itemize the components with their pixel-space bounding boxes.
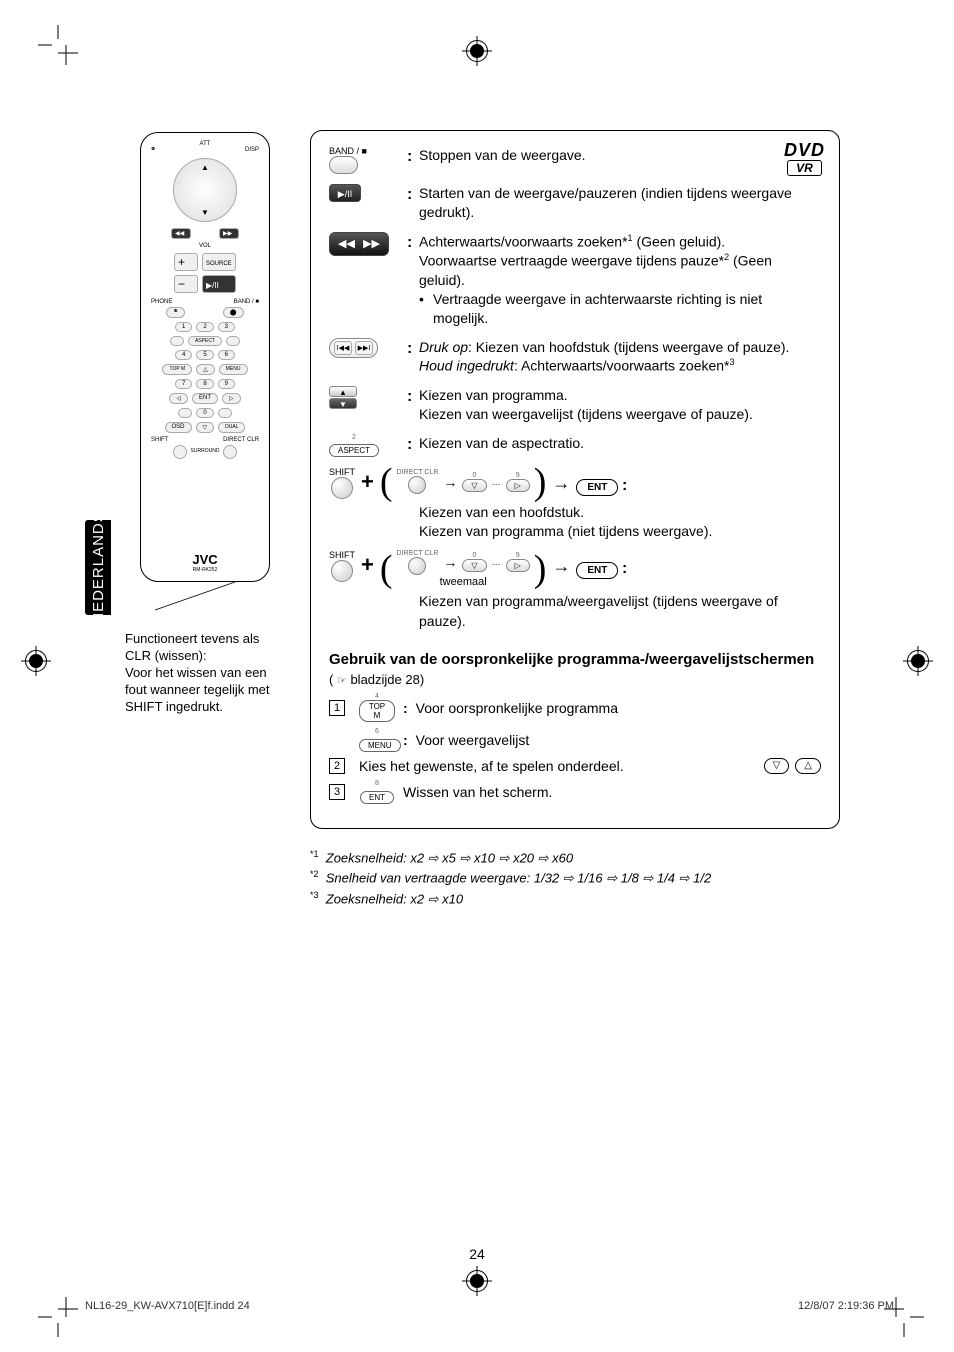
program-text: Kiezen van programma. Kiezen van weergav…: [419, 386, 821, 424]
menu-button-icon: MENU: [359, 739, 401, 752]
registration-mark-left: [25, 650, 47, 672]
search-text: Achterwaarts/voorwaarts zoeken*1 (Geen g…: [419, 232, 821, 328]
registration-mark-right: [907, 650, 929, 672]
fn2-seq: 1/32 ⇨ 1/16 ⇨ 1/8 ⇨ 1/4 ⇨ 1/2: [534, 871, 711, 886]
rew-ff-icon: ◀◀▶▶: [329, 232, 389, 256]
row-stop: BAND / ■ : Stoppen van de weergave.: [329, 146, 821, 174]
step-number-2: 2: [329, 758, 345, 774]
print-footer: NL16-29_KW-AVX710[E]f.indd 24 12/8/07 2:…: [85, 1300, 894, 1312]
row-shift-2: SHIFT + ( DIRECT CLR → 0▽ … 9▷ twe: [329, 550, 821, 631]
registration-mark-top: [466, 40, 488, 62]
remote-dpad: ▲ ▼: [173, 158, 237, 222]
play-text: Starten van de weergave/pauzeren (indien…: [419, 184, 821, 222]
registration-mark-bottom: [466, 1270, 488, 1292]
stop-text: Stoppen van de weergave.: [419, 146, 821, 165]
footnote-1: *1 Zoeksnelheid: x2 ⇨ x5 ⇨ x10 ⇨ x20 ⇨ x…: [310, 849, 840, 866]
remote-note: Functioneert tevens als CLR (wissen): Vo…: [125, 631, 285, 715]
crop-mark-bl: [38, 1297, 78, 1337]
stop-button-icon: [329, 156, 358, 174]
step2-text: Kies het gewenste, af te spelen onderdee…: [359, 758, 624, 774]
chapter-select-text: Druk op: Kiezen van hoofdstuk (tijdens w…: [419, 338, 821, 376]
row-program: ▲ ▼ : Kiezen van programma. Kiezen van w…: [329, 386, 821, 424]
aspect-button-icon: ASPECT: [329, 444, 379, 457]
callout-line: [125, 582, 265, 622]
band-stop-label: BAND / ■: [329, 146, 367, 156]
remote-illustration: ATT 🕾DISP ▲ ▼ ◀◀▶▶ VOL +SOURCE −▶/II PHO…: [140, 132, 270, 582]
row-search: ◀◀▶▶ : Achterwaarts/voorwaarts zoeken*1 …: [329, 232, 821, 328]
row-shift-1: SHIFT + ( DIRECT CLR → 0▽ … 9▷: [329, 467, 821, 542]
step3-text: Wissen van het scherm.: [403, 784, 552, 800]
footnote-3: *3 Zoeksnelheid: x2 ⇨ x10: [310, 890, 840, 907]
footnote-2: *2 Snelheid van vertraagde weergave: 1/3…: [310, 869, 840, 886]
step-1b: 6MENU : Voor weergavelijst: [329, 728, 821, 752]
nav-down-icon: ▽: [764, 758, 790, 774]
topm-button-icon: TOP M: [359, 700, 395, 722]
shift-button-icon: [331, 477, 353, 499]
nav-up-icon: △: [795, 758, 821, 774]
page-number: 24: [469, 1246, 485, 1262]
ent-button-icon-3: ENT: [360, 791, 394, 804]
step1a-text: Voor oorspronkelijke programma: [416, 700, 618, 716]
jvc-logo: JVC: [192, 552, 217, 567]
row-aspect: 2 ASPECT : Kiezen van de aspectratio.: [329, 434, 821, 457]
step-2: 2 Kies het gewenste, af te spelen onderd…: [329, 758, 821, 774]
crop-mark-tl: [38, 25, 78, 65]
step-3: 3 8ENT Wissen van het scherm.: [329, 780, 821, 804]
footnotes: *1 Zoeksnelheid: x2 ⇨ x5 ⇨ x10 ⇨ x20 ⇨ x…: [310, 849, 840, 907]
shift-button-icon-2: [331, 560, 353, 582]
ent-button-icon-2: ENT: [576, 562, 618, 579]
page-reference: ( ☞ bladzijde 28): [329, 672, 821, 687]
fn3-seq: x2 ⇨ x10: [410, 891, 463, 906]
prev-next-combo-icon: I◀◀▶▶I: [329, 338, 378, 358]
main-content: DVD VR BAND / ■ : Stoppen van de weergav…: [310, 130, 840, 910]
remote-column: ATT 🕾DISP ▲ ▼ ◀◀▶▶ VOL +SOURCE −▶/II PHO…: [125, 132, 285, 715]
section-heading: Gebruik van de oorspronkelijke programma…: [329, 651, 821, 668]
step1b-text: Voor weergavelijst: [416, 732, 530, 748]
up-down-stack-icon: ▲ ▼: [329, 386, 357, 409]
controls-frame: DVD VR BAND / ■ : Stoppen van de weergav…: [310, 130, 840, 829]
aspect-text: Kiezen van de aspectratio.: [419, 434, 821, 453]
row-play: ▶/II : Starten van de weergave/pauzeren …: [329, 184, 821, 222]
step-number-3: 3: [329, 784, 345, 800]
language-tab: NEDERLANDS: [85, 520, 111, 615]
dvd-badge: DVD VR: [784, 141, 825, 176]
row-chapter-select: I◀◀▶▶I : Druk op: Kiezen van hoofdstuk (…: [329, 338, 821, 376]
step-number-1: 1: [329, 700, 345, 716]
play-pause-icon: ▶/II: [329, 184, 361, 202]
fn1-seq: x2 ⇨ x5 ⇨ x10 ⇨ x20 ⇨ x60: [410, 850, 573, 865]
step-1a: 1 4TOP M : Voor oorspronkelijke programm…: [329, 693, 821, 722]
ent-button-icon: ENT: [576, 479, 618, 496]
